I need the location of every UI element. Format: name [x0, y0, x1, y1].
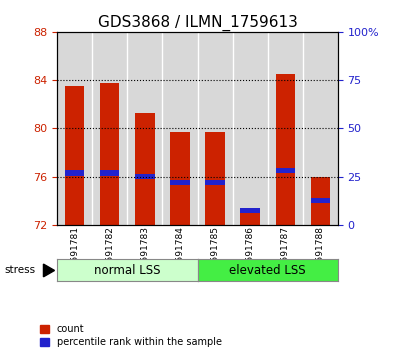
- Bar: [127, 32, 162, 225]
- Text: elevated LSS: elevated LSS: [229, 264, 306, 277]
- Bar: [162, 32, 198, 225]
- Bar: [267, 32, 303, 225]
- Bar: [275, 168, 295, 173]
- Bar: [205, 132, 225, 225]
- Text: stress: stress: [4, 266, 35, 275]
- Bar: [310, 177, 330, 225]
- Bar: [241, 207, 260, 213]
- Bar: [170, 180, 190, 185]
- Bar: [241, 212, 260, 225]
- Title: GDS3868 / ILMN_1759613: GDS3868 / ILMN_1759613: [98, 14, 297, 30]
- Bar: [92, 32, 127, 225]
- Bar: [205, 180, 225, 185]
- Bar: [57, 32, 92, 225]
- Bar: [233, 32, 267, 225]
- Bar: [170, 132, 190, 225]
- Bar: [100, 82, 120, 225]
- Bar: [65, 86, 85, 225]
- Bar: [303, 32, 338, 225]
- Text: normal LSS: normal LSS: [94, 264, 161, 277]
- Bar: [135, 174, 154, 179]
- Bar: [310, 198, 330, 204]
- Bar: [100, 170, 120, 176]
- Bar: [198, 32, 233, 225]
- Bar: [275, 74, 295, 225]
- Bar: [135, 113, 154, 225]
- Legend: count, percentile rank within the sample: count, percentile rank within the sample: [40, 325, 222, 347]
- Bar: [65, 170, 85, 176]
